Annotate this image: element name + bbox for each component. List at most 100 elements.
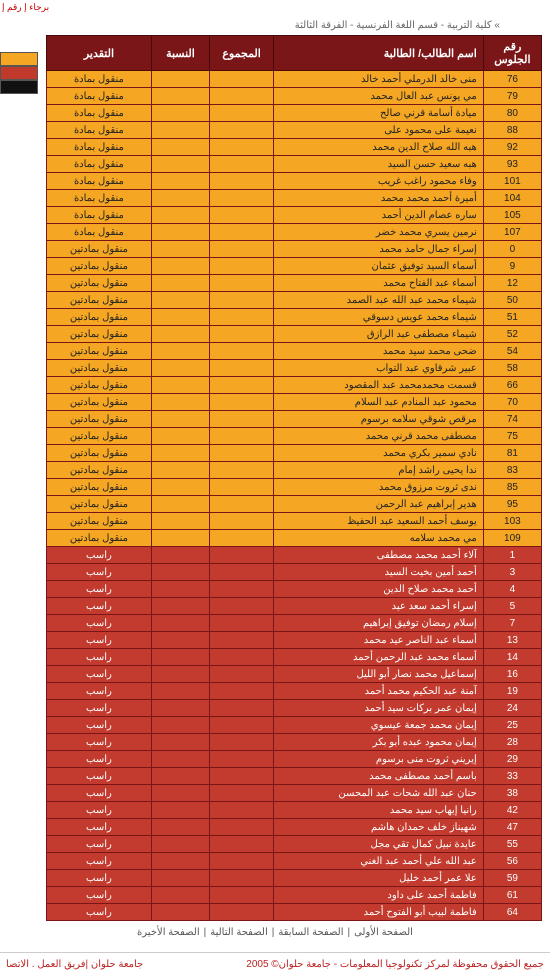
cell-total (210, 666, 274, 683)
cell-grade: راسب (47, 887, 152, 904)
pagination-link[interactable]: الصفحة الأخيرة (137, 927, 200, 938)
cell-pct (151, 360, 209, 377)
cell-total (210, 564, 274, 581)
table-row: 51شيماء محمد عويس دسوقيمنقول بمادتين (47, 309, 542, 326)
cell-seat: 4 (483, 581, 541, 598)
cell-seat: 50 (483, 292, 541, 309)
cell-total (210, 309, 274, 326)
cell-name: أميرة أحمد محمد محمد (274, 190, 484, 207)
pagination-link[interactable]: الصفحة الأولى (354, 927, 413, 938)
table-row: 88نعيمة على محمود علىمنقول بمادة (47, 122, 542, 139)
table-row: 85ندى ثروت مرزوق محمدمنقول بمادتين (47, 479, 542, 496)
cell-name: مصطفى محمد قرني محمد (274, 428, 484, 445)
cell-total (210, 819, 274, 836)
cell-pct (151, 411, 209, 428)
pagination-sep: | (204, 927, 207, 938)
cell-seat: 74 (483, 411, 541, 428)
cell-total (210, 836, 274, 853)
cell-total (210, 292, 274, 309)
cell-pct (151, 428, 209, 445)
cell-total (210, 513, 274, 530)
cell-pct (151, 904, 209, 921)
pagination-link[interactable]: الصفحة التالية (210, 927, 267, 938)
cell-name: رانيا إيهاب سيد محمد (274, 802, 484, 819)
cell-seat: 76 (483, 71, 541, 88)
cell-grade: راسب (47, 615, 152, 632)
table-row: 74مرقص شوقي سلامه برسوممنقول بمادتين (47, 411, 542, 428)
cell-seat: 104 (483, 190, 541, 207)
cell-seat: 105 (483, 207, 541, 224)
th-name: اسم الطالب/ الطالبة (274, 36, 484, 71)
pagination-sep: | (347, 927, 350, 938)
pagination-sep: | (272, 927, 275, 938)
pagination: الصفحة الأولى|الصفحة السابقة|الصفحة التا… (0, 921, 550, 952)
cell-grade: منقول بمادتين (47, 258, 152, 275)
cell-name: إيمان محمد جمعة عيسوي (274, 717, 484, 734)
cell-total (210, 581, 274, 598)
table-row: 25إيمان محمد جمعة عيسويراسب (47, 717, 542, 734)
cell-total (210, 156, 274, 173)
cell-seat: 12 (483, 275, 541, 292)
table-row: 83ندا يحيى راشد إماممنقول بمادتين (47, 462, 542, 479)
cell-seat: 56 (483, 853, 541, 870)
pagination-link[interactable]: الصفحة السابقة (278, 927, 343, 938)
table-row: 0إسراء جمال حامد محمدمنقول بمادتين (47, 241, 542, 258)
table-row: 19آمنة عبد الحكيم محمد أحمدراسب (47, 683, 542, 700)
cell-pct (151, 683, 209, 700)
cell-seat: 24 (483, 700, 541, 717)
cell-grade: منقول بمادة (47, 71, 152, 88)
cell-seat: 101 (483, 173, 541, 190)
footer: جميع الحقوق محفوظة لمركز تكنولوجيا المعل… (0, 952, 550, 974)
cell-name: شهيناز خلف حمدان هاشم (274, 819, 484, 836)
cell-pct (151, 309, 209, 326)
cell-seat: 95 (483, 496, 541, 513)
cell-name: أسماء السيد توفيق عثمان (274, 258, 484, 275)
table-row: 76منى خالد الدرملي أحمد خالدمنقول بمادة (47, 71, 542, 88)
cell-total (210, 326, 274, 343)
table-row: 70محمود عبد المنادم عبد السلاممنقول بماد… (47, 394, 542, 411)
cell-pct (151, 343, 209, 360)
cell-total (210, 207, 274, 224)
cell-total (210, 870, 274, 887)
cell-seat: 59 (483, 870, 541, 887)
cell-pct (151, 887, 209, 904)
cell-name: حنان عبد الله شحات عبد المحسن (274, 785, 484, 802)
cell-name: أحمد أمين بخيت السيد (274, 564, 484, 581)
cell-grade: منقول بمادة (47, 207, 152, 224)
swatch-red (0, 66, 38, 80)
cell-total (210, 241, 274, 258)
cell-grade: راسب (47, 700, 152, 717)
cell-seat: 55 (483, 836, 541, 853)
table-row: 92هبه الله صلاح الدين محمدمنقول بمادة (47, 139, 542, 156)
top-alert-text: برجاء إ رقم إ (2, 2, 49, 13)
cell-pct (151, 666, 209, 683)
cell-seat: 80 (483, 105, 541, 122)
cell-grade: منقول بمادة (47, 173, 152, 190)
cell-pct (151, 326, 209, 343)
table-row: 64فاطمة لبيب أبو الفتوح أحمدراسب (47, 904, 542, 921)
cell-name: أسماء عبد الفتاح محمد (274, 275, 484, 292)
cell-total (210, 275, 274, 292)
cell-name: أسماء محمد عبد الرحمن أحمد (274, 649, 484, 666)
cell-name: عبد الله علي أحمد عبد الغني (274, 853, 484, 870)
table-row: 58عبير شرقاوي عبد التوابمنقول بمادتين (47, 360, 542, 377)
cell-seat: 58 (483, 360, 541, 377)
cell-pct (151, 564, 209, 581)
cell-pct (151, 224, 209, 241)
table-row: 28إيمان محمود عبده أبو بكرراسب (47, 734, 542, 751)
cell-name: باسم أحمد مصطفى محمد (274, 768, 484, 785)
cell-pct (151, 870, 209, 887)
cell-pct (151, 105, 209, 122)
cell-pct (151, 649, 209, 666)
cell-pct (151, 122, 209, 139)
table-row: 24إيمان عمر بركات سيد أحمدراسب (47, 700, 542, 717)
table-header-row: رقم الجلوس اسم الطالب/ الطالبة المجموع ا… (47, 36, 542, 71)
cell-name: مي يونس عبد العال محمد (274, 88, 484, 105)
cell-total (210, 224, 274, 241)
cell-grade: منقول بمادة (47, 190, 152, 207)
cell-grade: راسب (47, 598, 152, 615)
cell-pct (151, 139, 209, 156)
cell-pct (151, 819, 209, 836)
cell-grade: راسب (47, 904, 152, 921)
cell-pct (151, 275, 209, 292)
